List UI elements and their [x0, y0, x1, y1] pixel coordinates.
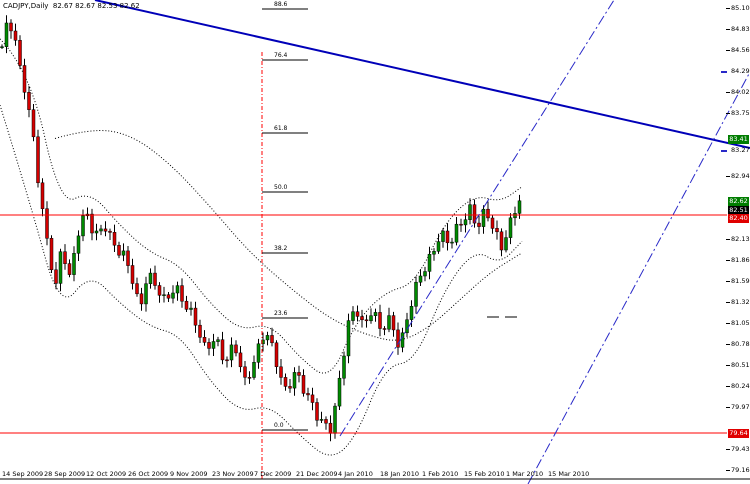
price-axis-tick — [726, 92, 730, 93]
candlestick-series — [0, 15, 522, 442]
price-axis-tick — [726, 260, 730, 261]
price-axis-label: 84.56 — [731, 46, 750, 54]
fibonacci-level-label: 76.4 — [274, 52, 288, 59]
price-axis-label: 81.05 — [731, 319, 750, 327]
price-axis-label: 81.86 — [731, 256, 750, 264]
price-axis-label: 80.78 — [731, 340, 750, 348]
date-axis-label: 26 Oct 2009 — [128, 470, 169, 478]
price-axis-tick — [726, 29, 730, 30]
price-axis-label: 81.59 — [731, 277, 750, 285]
price-axis-tick — [726, 344, 730, 345]
price-axis-tick — [726, 470, 730, 471]
price-axis-tick — [726, 323, 730, 324]
price-axis-label: 84.29 — [731, 67, 750, 75]
date-axis-label: 4 Jan 2010 — [338, 470, 373, 478]
price-axis-label: 82.94 — [731, 172, 750, 180]
date-axis-label: 23 Nov 2009 — [212, 470, 254, 478]
price-axis-label: 79.16 — [731, 466, 750, 474]
price-axis-label: 80.51 — [731, 361, 750, 369]
price-badge: 82.40 — [728, 213, 749, 223]
bollinger-lower-band — [0, 104, 523, 456]
date-axis-label: 15 Feb 2010 — [464, 470, 505, 478]
slow-moving-average — [54, 130, 523, 341]
price-axis-label: 85.10 — [731, 4, 750, 12]
price-axis-label: 84.83 — [731, 25, 750, 33]
price-badge: 83.41 — [728, 134, 749, 144]
fibonacci-level-label: 61.8 — [274, 125, 288, 132]
trendline-descending-solid — [94, 0, 750, 149]
price-axis-tick — [726, 449, 730, 450]
price-axis-label: 83.75 — [731, 109, 750, 117]
date-axis-label: 28 Sep 2009 — [44, 470, 86, 478]
date-axis-label: 18 Jan 2010 — [380, 470, 419, 478]
date-axis-label: 9 Nov 2009 — [170, 470, 208, 478]
fibonacci-level-label: 0.0 — [274, 422, 284, 429]
price-axis-tick — [726, 302, 730, 303]
chart-title-ohlc: CADJPY,Daily 82.67 82.67 82.53 82.62 — [3, 2, 140, 10]
price-badge: 79.64 — [728, 428, 749, 438]
trendline-ascending-dashdot — [527, 71, 750, 484]
price-axis-tick — [726, 113, 730, 114]
price-badge: 82.51 — [728, 205, 749, 215]
price-axis-label: 83.27 — [731, 146, 750, 154]
date-axis-label: 12 Oct 2009 — [86, 470, 127, 478]
trendline-axis-marker — [721, 150, 727, 152]
price-axis-label: 79.97 — [731, 403, 750, 411]
date-axis-label: 21 Dec 2009 — [296, 470, 338, 478]
price-axis-tick — [726, 281, 730, 282]
price-axis-tick — [726, 50, 730, 51]
price-axis-label: 80.24 — [731, 382, 750, 390]
fibonacci-level-label: 50.0 — [274, 184, 288, 191]
date-axis-label: 14 Sep 2009 — [2, 470, 44, 478]
price-axis-label: 79.43 — [731, 445, 750, 453]
price-axis-label: 82.13 — [731, 235, 750, 243]
trendline-axis-marker — [721, 71, 727, 73]
date-axis-label: 15 Mar 2010 — [548, 470, 590, 478]
price-axis-tick — [726, 386, 730, 387]
trendline-ascending-dashdot — [339, 0, 615, 437]
price-axis-tick — [726, 365, 730, 366]
price-axis-label: 81.32 — [731, 298, 750, 306]
bollinger-upper-band — [0, 38, 523, 374]
price-axis-tick — [726, 176, 730, 177]
date-axis-label: 7 Dec 2009 — [254, 470, 292, 478]
date-axis-label: 1 Mar 2010 — [506, 470, 544, 478]
price-axis-label: 84.02 — [731, 88, 750, 96]
date-axis-label: 1 Feb 2010 — [422, 470, 459, 478]
price-badge: 82.62 — [728, 196, 749, 206]
price-axis-tick — [726, 407, 730, 408]
fibonacci-level-label: 23.6 — [274, 310, 288, 317]
fibonacci-level-label: 88.6 — [274, 1, 288, 8]
price-axis-tick — [726, 8, 730, 9]
fibonacci-level-label: 38.2 — [274, 245, 288, 252]
price-axis-tick — [726, 239, 730, 240]
